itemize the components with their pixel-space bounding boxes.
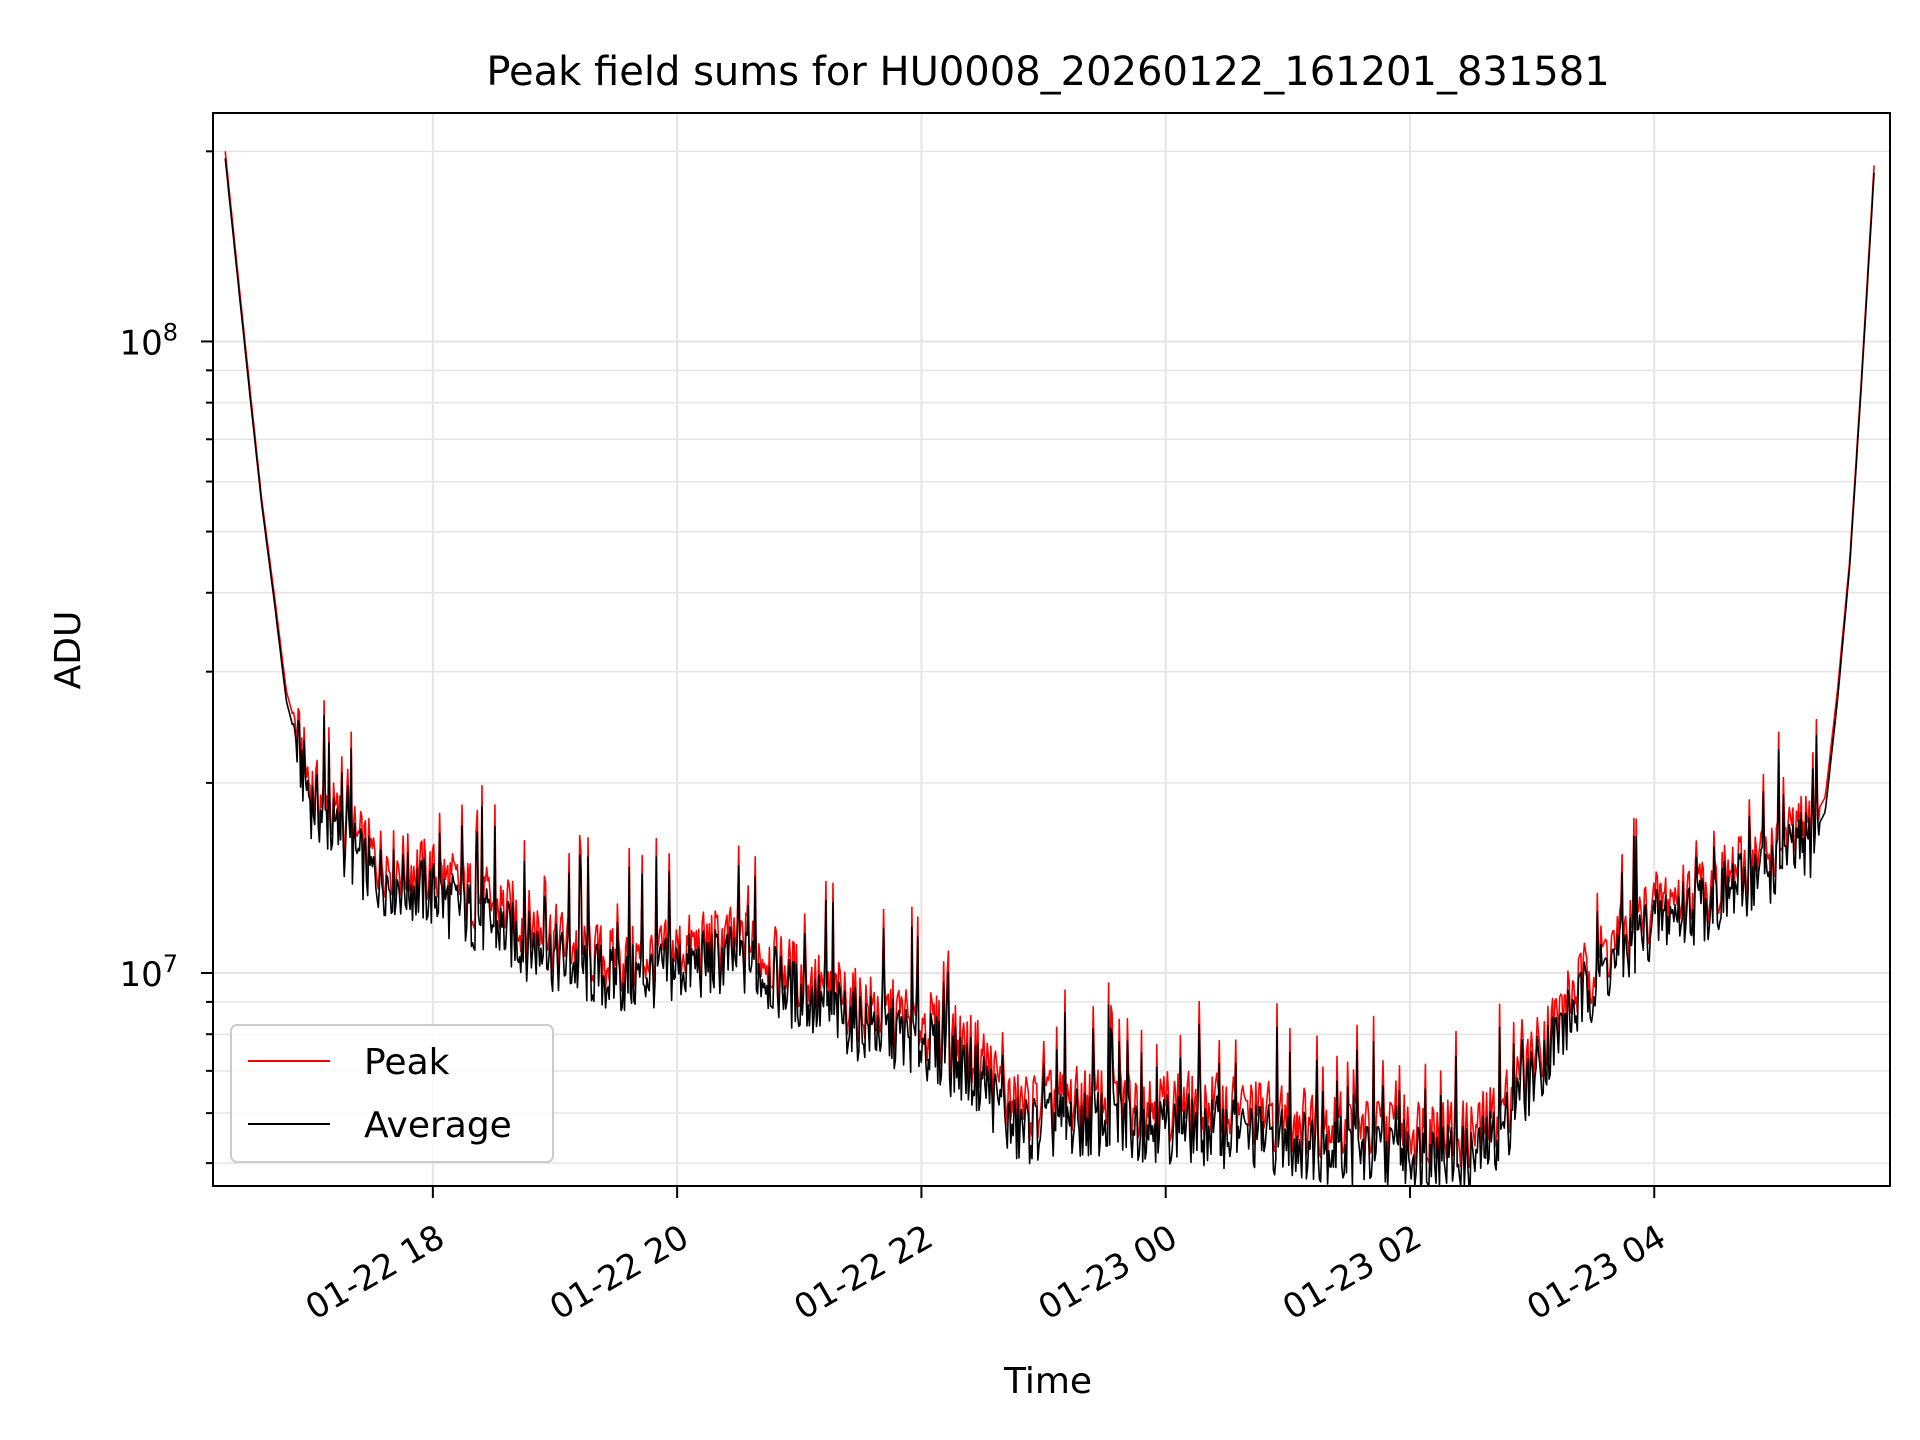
legend-peak-label: Peak (364, 1042, 450, 1083)
y-tick-label-base: 10 (119, 323, 162, 363)
y-tick-label-base: 10 (119, 955, 162, 995)
grid (213, 113, 1890, 1186)
series-line-average (224, 158, 1875, 1187)
plot-frame (212, 112, 1891, 1187)
x-axis-label: Time (1003, 1361, 1092, 1402)
y-tick-label: 107 (119, 950, 178, 995)
plot-lines (224, 151, 1875, 1187)
legend-box (230, 1024, 554, 1163)
legend: Peak Average (230, 1024, 554, 1163)
y-tick-label: 108 (119, 318, 178, 363)
y-axis-label: ADU (48, 611, 89, 690)
y-tick-label-exponent: 8 (163, 318, 178, 346)
y-tick-label-exponent: 7 (163, 950, 178, 978)
legend-average-label: Average (364, 1105, 512, 1146)
chart-title: Peak field sums for HU0008_20260122_1612… (486, 49, 1609, 95)
